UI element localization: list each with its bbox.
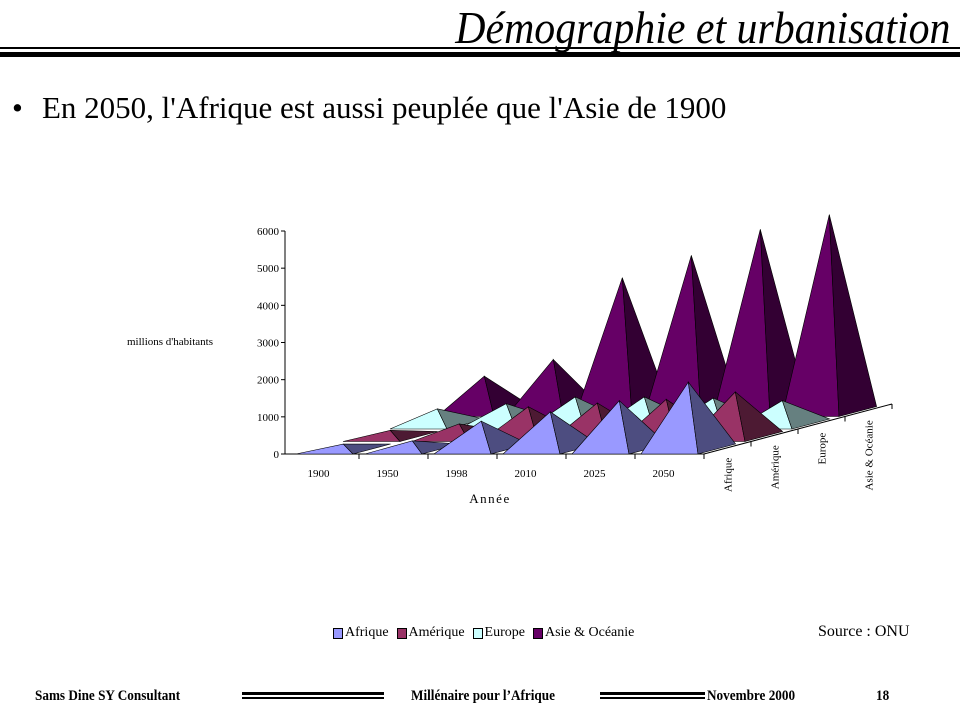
footer-divider [600, 692, 705, 699]
series-afrique [295, 381, 737, 455]
footer-author: Sams Dine SY Consultant [35, 688, 181, 704]
pyramid-side-face [436, 408, 485, 430]
pyramid-side-face [829, 214, 877, 417]
pyramid-side-face [389, 430, 438, 442]
legend-item-europe: Europe [472, 625, 525, 641]
x-axis-label: Année [469, 491, 510, 506]
depth-label: Amérique [770, 445, 782, 489]
y-tick-label: 0 [274, 449, 280, 461]
pyramid-front-face [781, 214, 840, 417]
y-tick-label: 4000 [257, 300, 280, 312]
x-tick-label: 2050 [653, 468, 676, 480]
y-tick-label: 6000 [257, 226, 280, 238]
legend-item-asie: Asie & Océanie [532, 625, 635, 641]
pyramid-side-face [342, 443, 391, 455]
series-asie-oc-anie [436, 214, 877, 417]
depth-label: Afrique [723, 458, 735, 492]
chart-legend: Afrique Amérique Europe Asie & Océanie [333, 625, 634, 641]
y-axis-label: millions d'habitants [127, 336, 213, 348]
legend-item-amerique: Amérique [396, 625, 465, 641]
x-tick-label: 1998 [446, 468, 469, 480]
legend-swatch [333, 627, 343, 639]
pyramid-side-face [734, 391, 784, 442]
y-tick-label: 5000 [257, 263, 280, 275]
legend-swatch [472, 627, 483, 639]
pyramid-chart: 0 1000 2000 3000 4000 5000 6000 millions d'habi… [127, 214, 893, 506]
legend-label: Afrique [345, 625, 389, 640]
footer-divider [242, 692, 384, 699]
pyramid-front-face [712, 229, 771, 417]
pyramid-side-face [781, 400, 831, 430]
bullet-text: En 2050, l'Afrique est aussi peuplée que… [42, 90, 727, 125]
y-tick-label: 2000 [257, 375, 280, 387]
x-tick-label: 2010 [515, 468, 538, 480]
footer-center: Millénaire pour l’Afrique [411, 688, 555, 704]
legend-swatch [396, 627, 407, 639]
depth-label: Asie & Océanie [864, 420, 876, 490]
legend-label: Asie & Océanie [544, 625, 635, 640]
legend-item-afrique: Afrique [333, 625, 389, 641]
title-rule-thick [0, 52, 960, 57]
footer-page-number: 18 [876, 688, 890, 704]
y-tick-label: 1000 [257, 412, 280, 424]
legend-label: Amérique [408, 625, 465, 640]
pyramid-front-face [574, 277, 633, 417]
y-tick-label: 3000 [257, 338, 280, 350]
x-tick-label: 1950 [377, 468, 400, 480]
slide-title: Démographie et urbanisation [454, 3, 950, 53]
source-note: Source : ONU [818, 623, 910, 640]
depth-label: Europe [817, 433, 829, 465]
legend-label: Europe [484, 625, 525, 640]
footer-date: Novembre 2000 [707, 688, 796, 704]
legend-swatch [532, 627, 543, 639]
bullet-point: • En 2050, l'Afrique est aussi peuplée qu… [12, 90, 726, 126]
pyramid-side-face [687, 381, 737, 455]
x-tick-label: 2025 [584, 468, 607, 480]
title-rule-thin [0, 47, 960, 49]
bullet-icon: • [12, 90, 23, 125]
x-tick-label: 1900 [308, 468, 331, 480]
